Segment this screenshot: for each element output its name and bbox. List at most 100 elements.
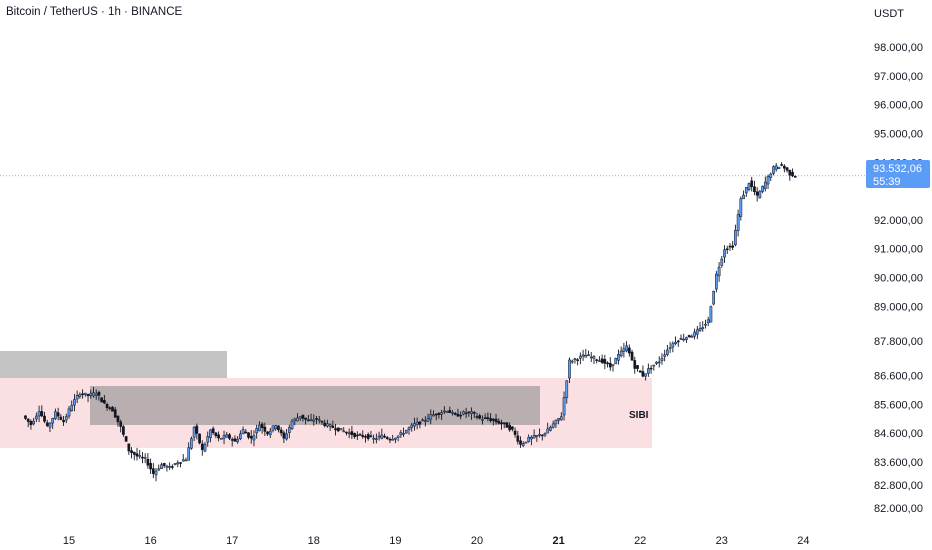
candle-body — [236, 438, 239, 443]
candle-body — [736, 214, 740, 231]
candle-body — [385, 437, 389, 440]
candle-body — [497, 420, 501, 424]
candle-body — [660, 357, 664, 361]
candle-body — [323, 422, 327, 427]
candle-body — [151, 468, 155, 474]
y-tick-label: 92.000,00 — [874, 215, 923, 227]
candle-body — [402, 433, 405, 435]
candle-body — [464, 412, 468, 415]
candle-body — [304, 417, 307, 420]
gray-supply-zone — [0, 351, 227, 378]
candle-body — [611, 364, 615, 366]
time-axis[interactable]: 15 16 17 18 19 20 21 22 23 24 — [63, 535, 810, 547]
candle-body — [233, 438, 237, 442]
candle-body — [562, 397, 566, 416]
y-tick-label: 89.000,00 — [874, 301, 923, 313]
candle-body — [644, 373, 647, 377]
candle-body — [24, 415, 27, 419]
sibi-label: SIBI — [629, 410, 649, 421]
x-tick-label: 17 — [226, 535, 238, 547]
candle-body — [780, 164, 783, 166]
candle-body — [448, 410, 452, 414]
candle-body — [404, 430, 408, 434]
candle-body — [532, 435, 536, 439]
candle-body — [309, 419, 313, 421]
candle-body — [285, 433, 288, 440]
candle-body — [361, 435, 365, 437]
candle-body — [783, 165, 786, 169]
candle-body — [491, 418, 495, 421]
y-tick-label: 91.000,00 — [874, 244, 923, 256]
candle-body — [456, 413, 460, 417]
candle-body — [742, 194, 745, 200]
candle-body — [734, 230, 737, 246]
candle-body — [277, 425, 280, 431]
candle-body — [287, 427, 291, 433]
candle-body — [315, 418, 318, 420]
current-price-label: 93.532,06 — [873, 163, 922, 175]
candle-body — [636, 365, 639, 369]
x-tick-label: 22 — [634, 535, 646, 547]
candle-body — [753, 186, 756, 193]
candle-body — [358, 434, 362, 436]
candle-body — [32, 420, 35, 425]
y-tick-label: 83.600,00 — [874, 457, 923, 469]
y-tick-label: 97.000,00 — [874, 71, 923, 83]
candle-body — [296, 417, 299, 422]
candle-body — [64, 416, 68, 421]
candle-body — [674, 341, 677, 345]
candle-body — [791, 171, 794, 177]
candle-body — [573, 358, 577, 361]
y-tick-label: 82.800,00 — [874, 480, 923, 492]
candle-body — [793, 176, 797, 178]
candle-body — [747, 183, 751, 190]
candle-body — [81, 393, 84, 395]
candle-body — [258, 424, 261, 432]
candle-body — [706, 319, 710, 324]
y-tick-label: 82.000,00 — [874, 503, 923, 515]
candle-body — [489, 418, 492, 421]
candle-body — [132, 451, 136, 455]
candle-body — [353, 433, 356, 437]
candle-body — [122, 426, 125, 435]
candle-body — [146, 458, 150, 466]
candle-body — [326, 423, 329, 427]
candle-body — [89, 393, 93, 397]
candle-body — [176, 462, 180, 465]
candle-body — [595, 359, 599, 361]
y-tick-label: 95.000,00 — [874, 128, 923, 140]
candle-body — [59, 416, 63, 420]
candle-body — [570, 360, 574, 363]
candle-body — [214, 432, 218, 436]
candle-body — [723, 249, 726, 258]
candle-body — [37, 411, 41, 417]
candle-body — [62, 419, 65, 423]
candle-body — [138, 455, 142, 457]
candle-body — [252, 435, 256, 441]
candle-body — [549, 426, 552, 431]
candle-body — [282, 432, 286, 439]
candle-body — [505, 422, 509, 428]
candle-body — [568, 359, 571, 379]
candle-body — [388, 438, 392, 441]
candle-body — [429, 414, 433, 420]
candle-body — [608, 362, 612, 368]
candle-body — [149, 463, 152, 470]
candle-body — [617, 354, 620, 361]
candle-body — [211, 428, 215, 433]
candle-body — [418, 421, 422, 425]
candle-body — [622, 348, 626, 352]
candle-body — [462, 411, 465, 415]
candle-body — [666, 349, 669, 355]
candle-body — [581, 354, 585, 357]
candle-body — [709, 306, 713, 323]
candle-body — [657, 361, 661, 364]
y-tick-label: 98.000,00 — [874, 42, 923, 54]
candle-body — [168, 466, 171, 468]
price-axis[interactable]: 98.000,0097.000,0096.000,0095.000,0094.0… — [874, 42, 923, 515]
candle-body — [111, 406, 114, 412]
candle-body — [600, 358, 604, 363]
candle-body — [413, 423, 416, 427]
candle-body — [187, 447, 191, 461]
